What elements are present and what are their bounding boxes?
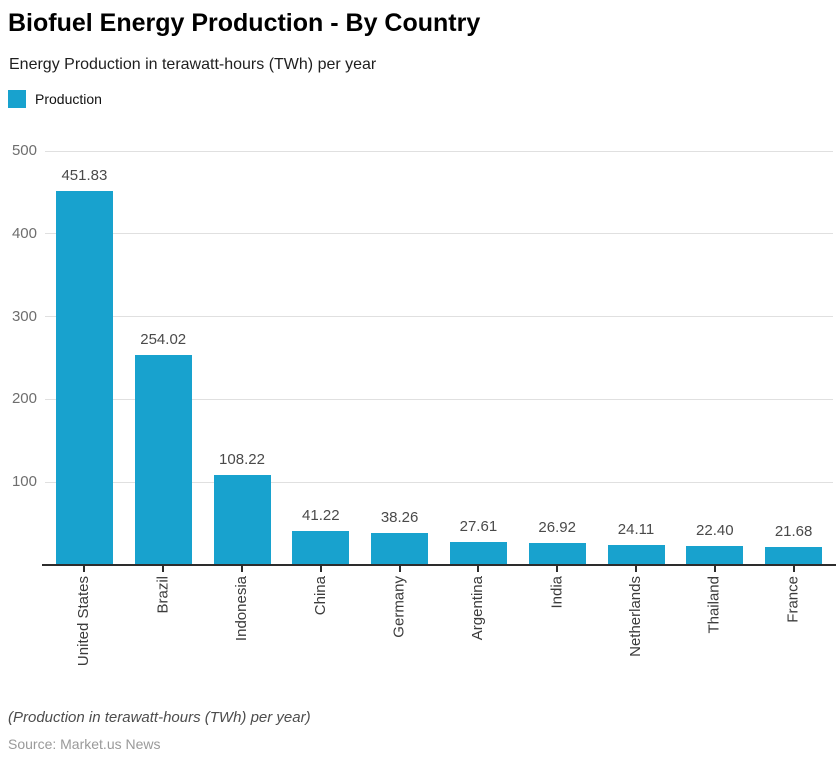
x-axis-tick xyxy=(319,566,322,572)
bar-chart-area: 100 200 300 400 500 451.83 United States 254.02… xyxy=(0,139,840,695)
gridline-400 xyxy=(45,233,833,235)
bar-india xyxy=(528,542,586,565)
x-axis-tick xyxy=(556,566,559,572)
x-axis-category-label: United States xyxy=(75,576,93,667)
x-axis-category-label: Thailand xyxy=(705,576,723,634)
gridline-300 xyxy=(45,316,833,318)
bar-value-label: 451.83 xyxy=(61,166,108,184)
gridline-500 xyxy=(45,150,833,152)
chart-title: Biofuel Energy Production - By Country xyxy=(8,9,481,37)
chart-footnote: (Production in terawatt-hours (TWh) per … xyxy=(8,709,311,726)
bar-indonesia xyxy=(213,475,271,565)
y-axis-tick-label: 300 xyxy=(11,307,37,325)
x-axis-category-label: China xyxy=(311,576,329,616)
bar-value-label: 22.40 xyxy=(696,522,734,540)
bar-netherlands xyxy=(607,545,665,565)
chart-subtitle: Energy Production in terawatt-hours (TWh… xyxy=(9,56,377,73)
x-axis-category-label: Germany xyxy=(390,576,408,638)
bar-brazil xyxy=(134,354,192,565)
y-axis-tick-label: 500 xyxy=(11,142,37,159)
legend-swatch-icon xyxy=(8,90,26,108)
x-axis-category-label: India xyxy=(548,576,566,609)
bar-value-label: 27.61 xyxy=(459,518,498,536)
y-axis-tick-label: 400 xyxy=(11,224,37,242)
bar-value-label: 21.68 xyxy=(774,523,813,541)
bar-value-label: 41.22 xyxy=(302,506,340,524)
bar-germany xyxy=(371,533,429,565)
bar-china xyxy=(292,530,350,565)
bar-value-label: 108.22 xyxy=(219,451,265,469)
bar-value-label: 254.02 xyxy=(140,330,187,348)
x-axis-tick xyxy=(162,566,165,572)
x-axis-category-label: Brazil xyxy=(154,576,172,614)
gridline-200 xyxy=(45,398,833,400)
x-axis-tick xyxy=(477,566,480,572)
x-axis-category-label: Indonesia xyxy=(233,576,250,642)
x-axis-category-label: France xyxy=(784,576,802,623)
legend: Production xyxy=(8,90,840,108)
x-axis-category-label: Argentina xyxy=(469,576,487,641)
x-axis-tick xyxy=(398,566,401,572)
x-axis-tick xyxy=(241,566,243,572)
bar-argentina xyxy=(449,542,507,565)
page: Biofuel Energy Production - By Country E… xyxy=(0,8,840,772)
x-axis-tick xyxy=(713,566,716,572)
bar-value-label: 26.92 xyxy=(538,518,576,536)
bar-value-label: 38.26 xyxy=(380,509,419,527)
y-axis-tick-label: 200 xyxy=(11,390,37,408)
bar-france xyxy=(765,547,823,565)
bar-thailand xyxy=(686,546,744,565)
x-axis-line xyxy=(42,564,836,566)
legend-label: Production xyxy=(35,91,102,107)
source-credit: Source: Market.us News xyxy=(8,736,161,752)
x-axis-tick xyxy=(792,566,795,572)
x-axis-tick xyxy=(635,566,637,572)
gridline-100 xyxy=(45,481,833,483)
x-axis-category-label: Netherlands xyxy=(627,576,644,657)
y-axis-tick-label: 100 xyxy=(11,473,37,491)
bar-value-label: 24.11 xyxy=(617,521,655,539)
x-axis-tick xyxy=(83,566,86,572)
bar-united-states xyxy=(55,190,113,565)
